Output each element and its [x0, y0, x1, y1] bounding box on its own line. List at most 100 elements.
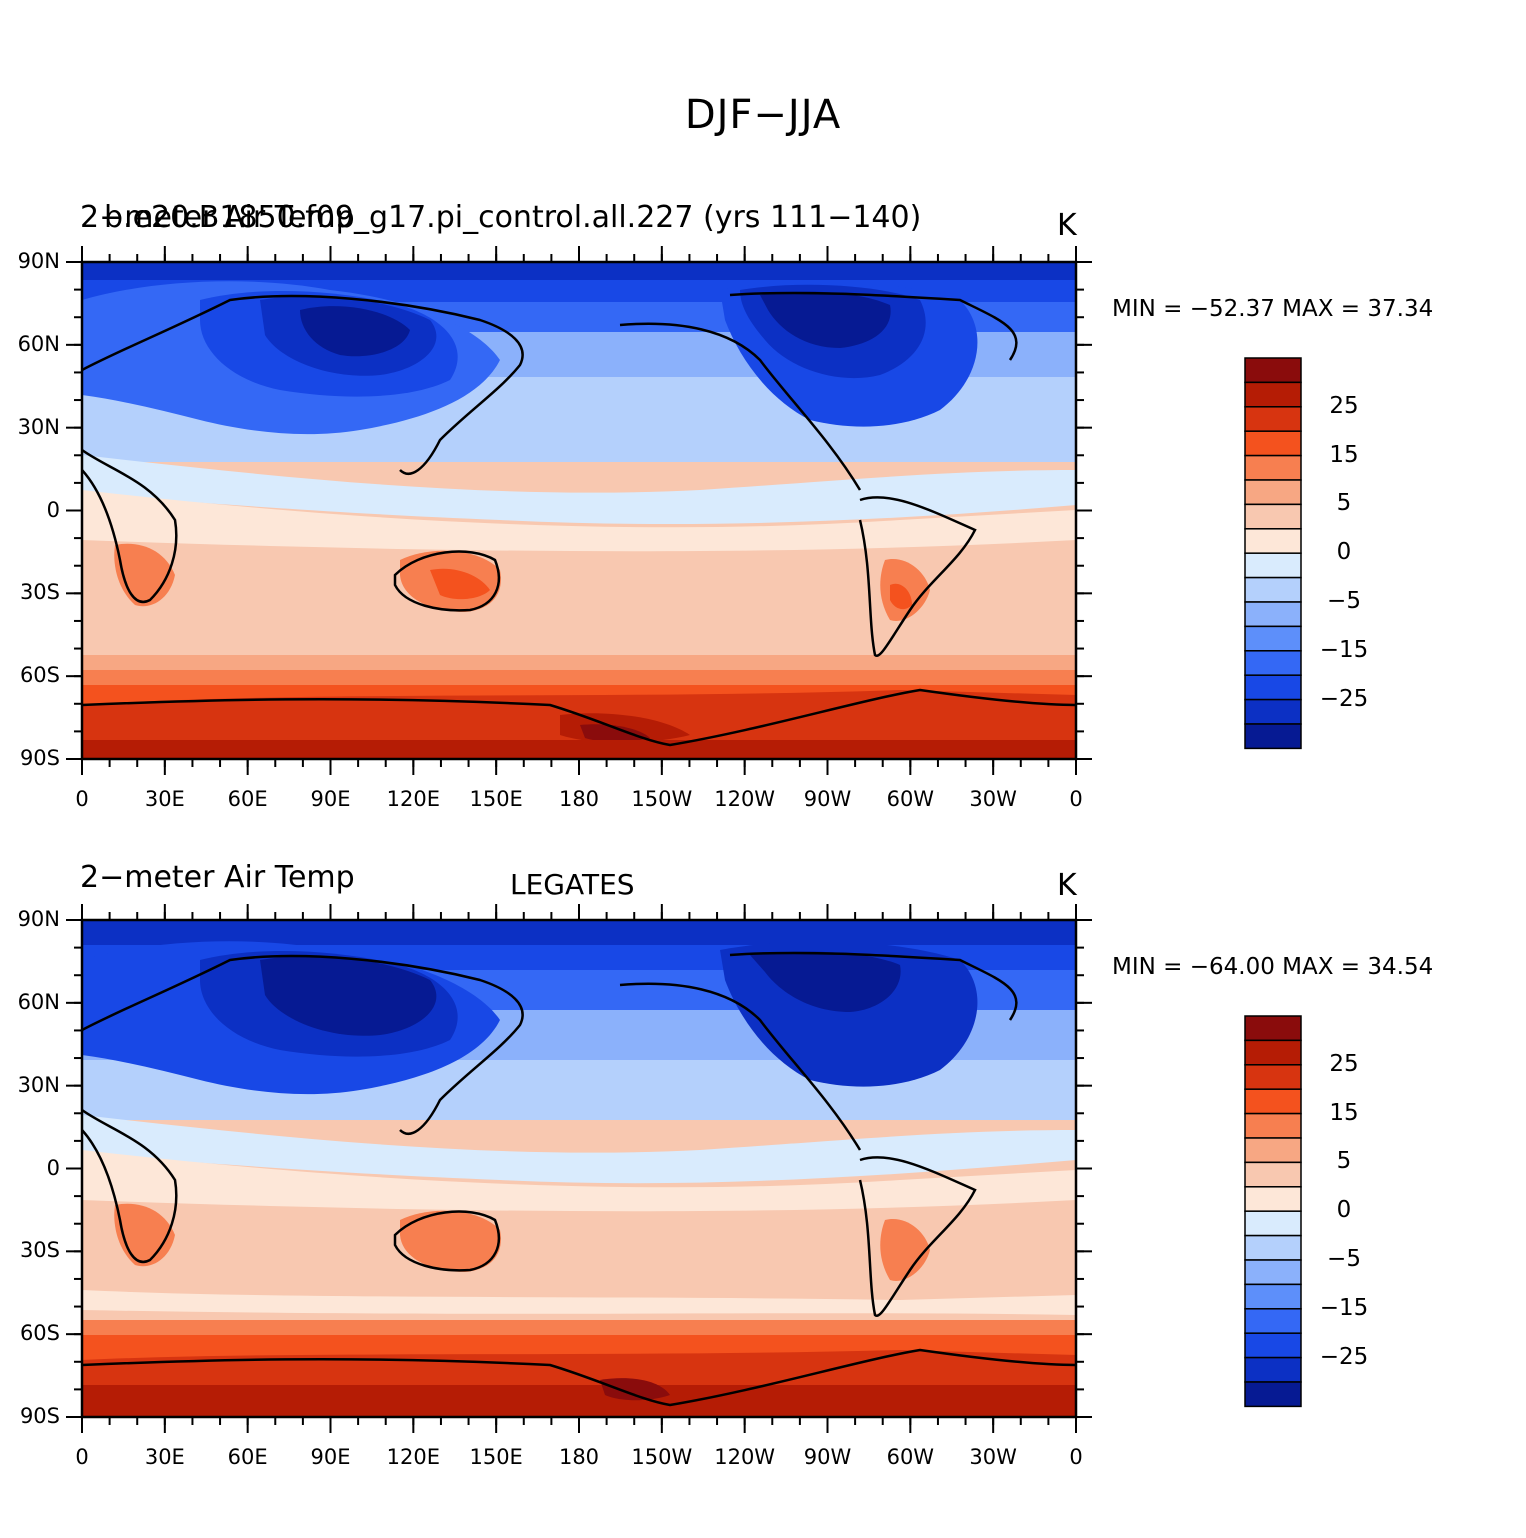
lon-tick-label: 0: [1069, 1445, 1083, 1469]
panel1-variable-title: 2−meter Air Temp: [80, 200, 355, 235]
panel1-units: K: [1057, 208, 1077, 243]
colorbar-label: 25: [1329, 392, 1359, 419]
lat-tick-label: 30N: [17, 414, 60, 439]
colorbar-label: 15: [1329, 1099, 1359, 1126]
colorbar-swatch: [1244, 381, 1302, 408]
lon-tick-label: 60E: [227, 787, 268, 811]
panel2-center-title: LEGATES: [510, 868, 635, 901]
colorbar-swatch: [1244, 1015, 1302, 1042]
lon-tick-label: 60E: [227, 1445, 268, 1469]
colorbar-swatch: [1244, 528, 1302, 554]
panel1-ticks: [66, 246, 1092, 775]
lon-tick-label: 90E: [310, 787, 351, 811]
colorbar-swatch: [1244, 1259, 1302, 1286]
colorbar-swatch: [1244, 1356, 1302, 1383]
colorbar-swatch: [1244, 357, 1302, 384]
lat-tick-label: 90S: [19, 746, 60, 770]
panel1-case-title: b.e20.B1850.f09_g17.pi_control.all.227 (…: [104, 200, 922, 235]
lat-tick-label: 90S: [19, 1404, 60, 1428]
panel2-units: K: [1057, 868, 1077, 903]
colorbar-swatch: [1244, 1283, 1302, 1310]
panel2-variable-title: 2−meter Air Temp: [80, 860, 355, 895]
lon-tick-label: 0: [75, 787, 89, 811]
panel2-map: [82, 920, 1076, 1417]
colorbar-label: −5: [1327, 1246, 1361, 1272]
colorbar-label: 15: [1329, 441, 1359, 468]
lon-tick-label: 60W: [886, 787, 935, 811]
colorbar-swatch: [1244, 1186, 1302, 1212]
lat-tick-label: 60N: [17, 989, 60, 1014]
lat-tick-label: 30S: [19, 1238, 60, 1263]
colorbar-label: 5: [1336, 1148, 1352, 1175]
colorbar-label: 0: [1336, 1197, 1352, 1224]
lon-tick-label: 120W: [714, 1445, 776, 1469]
panel1-coastlines: [82, 291, 1076, 747]
panel1-colorbar: [1244, 357, 1302, 750]
panel2-ticks: [66, 904, 1092, 1433]
lat-tick-label: 60N: [17, 331, 60, 356]
panel2-coastlines: [82, 951, 1076, 1407]
lon-tick-label: 120E: [386, 1445, 440, 1469]
lon-tick-label: 90E: [310, 1445, 351, 1469]
lon-tick-label: 0: [75, 1445, 89, 1469]
colorbar-swatch: [1244, 479, 1302, 506]
colorbar-swatch: [1244, 698, 1302, 725]
lon-tick-label: 90W: [803, 787, 852, 811]
colorbar-label: −15: [1319, 1294, 1369, 1321]
colorbar-swatch: [1244, 723, 1302, 750]
lat-tick-label: 30N: [17, 1072, 60, 1097]
colorbar-swatch: [1244, 406, 1302, 432]
colorbar-swatch: [1244, 1112, 1302, 1139]
lon-tick-label: 30W: [969, 1445, 1017, 1469]
colorbar-label: 0: [1336, 539, 1352, 566]
lat-tick-label: 60S: [19, 1321, 60, 1346]
colorbar-swatch: [1244, 1088, 1302, 1115]
lat-tick-label: 0: [46, 497, 60, 522]
colorbar-label: −15: [1319, 636, 1369, 663]
colorbar-swatch: [1244, 1308, 1302, 1334]
lon-tick-label: 180: [558, 787, 600, 811]
colorbar-swatch: [1244, 625, 1302, 652]
lat-tick-label: 30S: [19, 580, 60, 605]
colorbar-swatch: [1244, 1332, 1302, 1359]
colorbar-swatch: [1244, 1137, 1302, 1164]
panel2-min-max: MIN = −64.00 MAX = 34.54: [1112, 954, 1434, 980]
colorbar-swatch: [1244, 1064, 1302, 1090]
lon-tick-label: 120W: [714, 787, 776, 811]
colorbar-swatch: [1244, 430, 1302, 457]
colorbar-swatch: [1244, 576, 1302, 603]
panel2-colorbar: [1244, 1015, 1302, 1408]
panel1-map: [82, 262, 1076, 759]
lon-tick-label: 30E: [144, 787, 185, 811]
colorbar-label: −25: [1319, 1343, 1369, 1370]
lon-tick-label: 0: [1069, 787, 1083, 811]
colorbar-swatch: [1244, 1210, 1302, 1237]
colorbar-swatch: [1244, 601, 1302, 628]
lat-tick-label: 0: [46, 1155, 60, 1180]
figure-title: DJF−JJA: [684, 92, 842, 138]
colorbar-swatch: [1244, 552, 1302, 579]
colorbar-swatch: [1244, 650, 1302, 676]
colorbar-swatch: [1244, 1381, 1302, 1408]
colorbar-swatch: [1244, 454, 1302, 481]
panel1-min-max: MIN = −52.37 MAX = 37.34: [1112, 296, 1434, 322]
lat-tick-label: 90N: [17, 249, 60, 273]
lon-tick-label: 180: [558, 1445, 600, 1469]
lat-tick-label: 60S: [19, 663, 60, 688]
lon-tick-label: 150W: [631, 787, 693, 811]
colorbar-label: −5: [1327, 588, 1361, 614]
lon-tick-label: 120E: [386, 787, 440, 811]
colorbar-swatch: [1244, 503, 1302, 530]
colorbar-label: −25: [1319, 685, 1369, 712]
lon-tick-label: 30W: [969, 787, 1017, 811]
lon-tick-label: 60W: [886, 1445, 935, 1469]
lon-tick-label: 150W: [631, 1445, 693, 1469]
colorbar-swatch: [1244, 674, 1302, 701]
colorbar-swatch: [1244, 1161, 1302, 1188]
colorbar-label: 5: [1336, 490, 1352, 517]
lon-tick-label: 150E: [469, 1445, 523, 1469]
lon-tick-label: 30E: [144, 1445, 185, 1469]
colorbar-swatch: [1244, 1039, 1302, 1066]
lon-tick-label: 90W: [803, 1445, 852, 1469]
